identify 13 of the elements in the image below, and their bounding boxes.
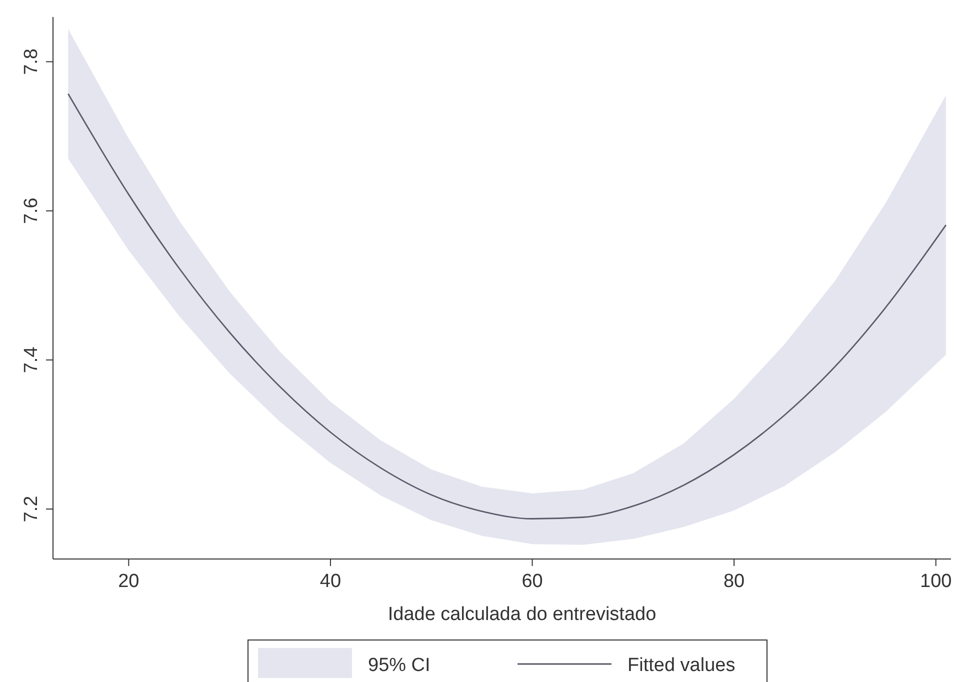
x-axis-title: Idade calculada do entrevistado (388, 604, 656, 625)
legend-label: Fitted values (628, 655, 736, 676)
line-series (67, 93, 947, 520)
y-tick-label: 7.4 (21, 346, 42, 374)
x-tick-label: 40 (320, 571, 342, 592)
y-tick-label: 7.6 (21, 198, 42, 224)
x-tick-label: 80 (723, 571, 745, 592)
x-tick-label: 60 (522, 571, 543, 592)
y-tick-label: 7.8 (21, 48, 42, 75)
x-tick-label: 20 (118, 571, 140, 592)
x-tick-label: 100 (920, 571, 952, 592)
y-tick-label: 7.2 (21, 496, 42, 522)
text: 95% CI (368, 655, 430, 676)
